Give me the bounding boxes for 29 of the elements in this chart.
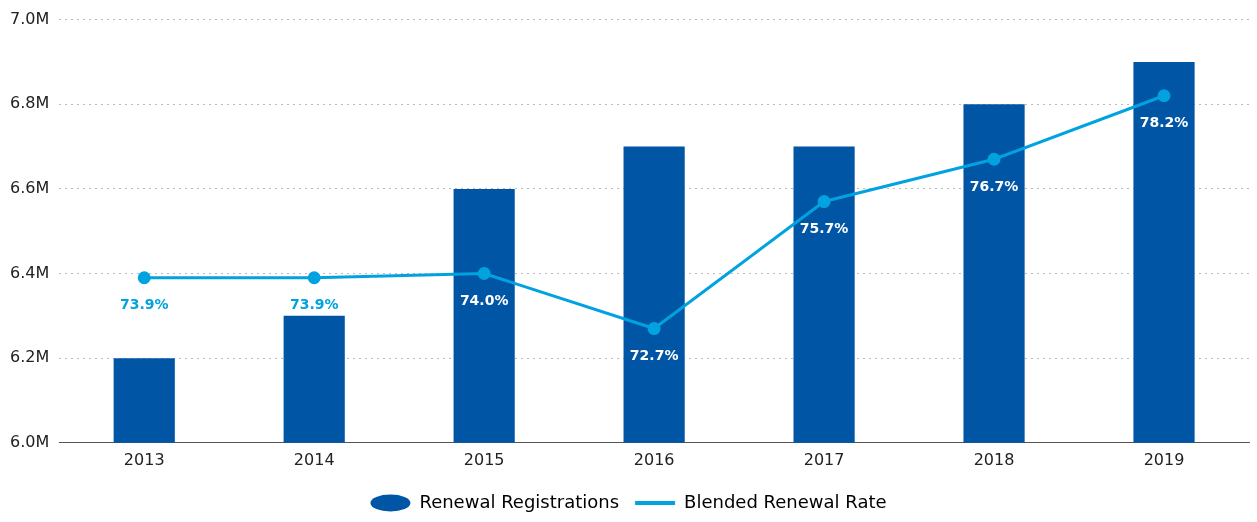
x-tick-label: 2017 (803, 449, 845, 469)
data-label: 72.7% (629, 347, 679, 364)
y-tick-label: 6.2M (10, 347, 50, 367)
point (477, 267, 491, 281)
x-tick-label: 2013 (123, 449, 165, 469)
data-label: 74.0% (459, 292, 509, 309)
point (987, 152, 1001, 166)
data-label: 73.9% (119, 296, 169, 313)
x-tick-label: 2014 (293, 449, 335, 469)
data-label: 75.7% (799, 220, 849, 237)
x-tick-label: 2015 (463, 449, 505, 469)
point (137, 271, 151, 285)
legend-label: Blended Renewal Rate (684, 490, 887, 512)
data-label: 73.9% (289, 296, 339, 313)
point (307, 271, 321, 285)
data-label: 76.7% (969, 177, 1019, 194)
point (647, 322, 661, 336)
x-tick-label: 2016 (633, 449, 675, 469)
data-label: 78.2% (1139, 114, 1189, 131)
y-tick-label: 6.0M (10, 431, 50, 451)
y-tick-label: 6.6M (10, 178, 50, 198)
x-tick-label: 2019 (1143, 449, 1185, 469)
legend-label: Renewal Registrations (419, 490, 620, 512)
y-tick-label: 7.0M (10, 8, 50, 28)
y-tick-label: 6.8M (10, 93, 50, 113)
point (817, 195, 831, 209)
y-tick-label: 6.4M (10, 262, 50, 282)
x-tick-label: 2018 (973, 449, 1015, 469)
point (1157, 89, 1171, 103)
